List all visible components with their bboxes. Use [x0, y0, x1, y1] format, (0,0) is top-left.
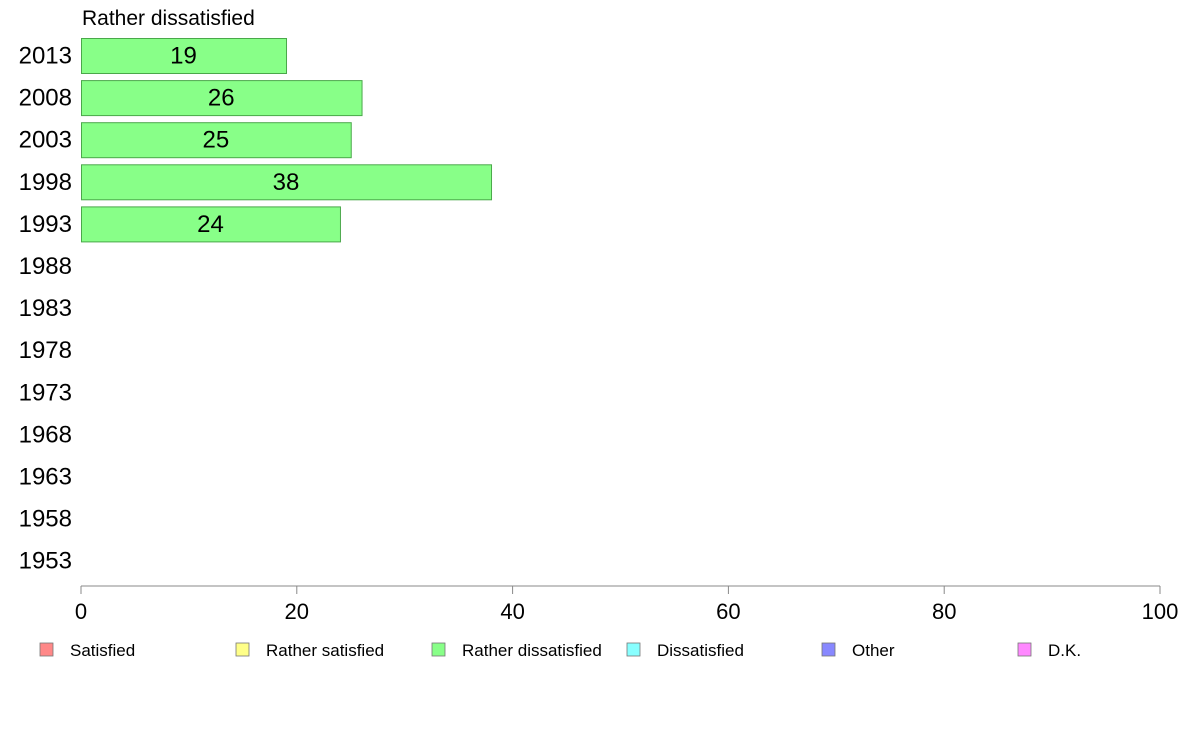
legend-label-rather-dissatisfied: Rather dissatisfied — [462, 641, 602, 660]
year-label-1988: 1988 — [19, 253, 72, 280]
x-tick-label-80: 80 — [932, 599, 956, 624]
value-label-2008: 26 — [208, 85, 235, 112]
bar-2013 — [81, 38, 288, 74]
legend-label-d-k: D.K. — [1048, 641, 1081, 660]
x-tick-label-20: 20 — [285, 599, 309, 624]
bar-1998 — [81, 164, 493, 201]
bar-2003 — [81, 122, 352, 159]
year-label-1998: 1998 — [19, 169, 72, 196]
year-labels-group: 2013 2008 2003 1998 1993 1988 1983 1978 1973 1968… — [19, 43, 72, 575]
year-label-2013: 2013 — [19, 43, 72, 70]
year-label-1973: 1973 — [19, 379, 72, 406]
legend-swatch-dissatisfied — [626, 642, 641, 657]
x-tick-label-40: 40 — [500, 599, 524, 624]
year-label-1958: 1958 — [19, 506, 72, 533]
year-label-2003: 2003 — [19, 127, 72, 154]
bar-2008 — [81, 80, 363, 117]
legend-swatch-other — [821, 642, 836, 657]
legend-swatch-rather-satisfied — [235, 642, 250, 657]
legend-label-dissatisfied: Dissatisfied — [657, 641, 744, 660]
bar-1993 — [81, 206, 341, 243]
year-label-1978: 1978 — [19, 337, 72, 364]
legend-label-rather-satisfied: Rather satisfied — [266, 641, 384, 660]
value-label-1998: 38 — [273, 169, 300, 196]
x-tick-label-100: 100 — [1142, 599, 1179, 624]
year-label-2008: 2008 — [19, 85, 72, 112]
legend-swatch-satisfied — [39, 642, 54, 657]
value-label-2003: 25 — [203, 127, 230, 154]
legend-label-other: Other — [852, 641, 895, 660]
legend-label-satisfied: Satisfied — [70, 641, 135, 660]
value-label-2013: 19 — [170, 43, 197, 70]
year-label-1968: 1968 — [19, 421, 72, 448]
panel-title: Rather dissatisfied — [82, 7, 255, 30]
year-label-1983: 1983 — [19, 295, 72, 322]
x-tick-label-0: 0 — [75, 599, 87, 624]
legend: Satisfied Rather satisfied Rather dissatis… — [39, 641, 1081, 660]
legend-swatch-d-k — [1017, 642, 1032, 657]
year-label-1963: 1963 — [19, 464, 72, 491]
value-label-1993: 24 — [197, 211, 224, 238]
legend-swatch-rather-dissatisfied — [431, 642, 446, 657]
year-label-1993: 1993 — [19, 211, 72, 238]
x-axis: 0 20 40 60 80 100 — [75, 585, 1179, 624]
year-label-1953: 1953 — [19, 548, 72, 575]
x-tick-label-60: 60 — [716, 599, 740, 624]
bars-group: 19 26 25 38 24 — [81, 38, 493, 243]
